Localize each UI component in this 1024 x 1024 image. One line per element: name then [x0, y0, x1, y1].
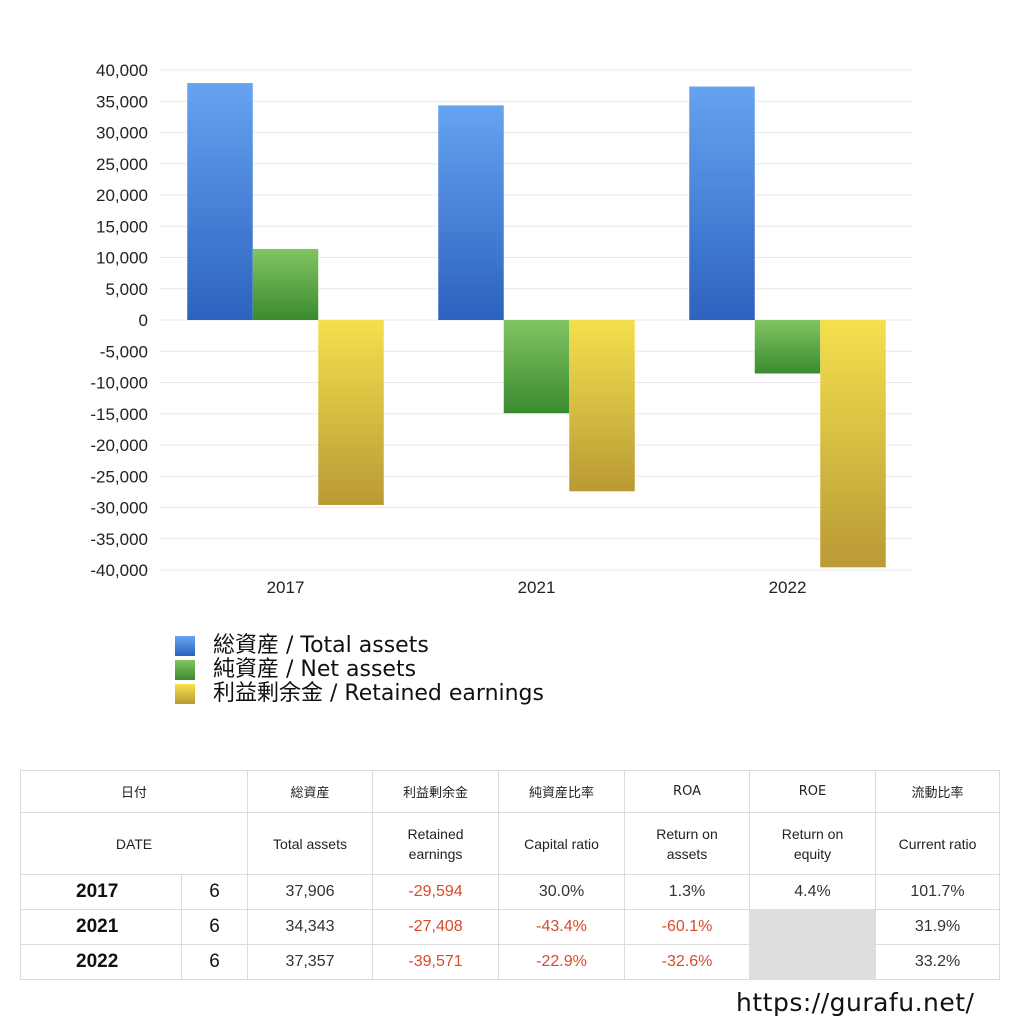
bar-total-assets-2022	[689, 86, 755, 320]
row-year: 2022	[20, 944, 182, 980]
cell-total-assets: 37,357	[247, 944, 374, 980]
bar-total-assets-2017	[187, 83, 253, 321]
legend-swatch-net-assets	[175, 660, 195, 680]
legend-label: 利益剰余金 / Retained earnings	[213, 681, 544, 706]
cell-retained: -29,594	[372, 874, 500, 910]
y-tick-label: 15,000	[96, 217, 148, 236]
row-count: 6	[180, 944, 249, 980]
y-axis-ticks: 40,000 35,000 30,000 25,000 20,000 15,000 10,0…	[90, 61, 148, 580]
cell-total-assets: 37,906	[247, 874, 374, 910]
y-tick-label: -25,000	[90, 467, 148, 486]
header-roa: ROA	[624, 770, 751, 813]
y-tick-label: -30,000	[90, 499, 148, 518]
cell-capital-ratio: -43.4%	[498, 909, 626, 945]
cell-retained: -39,571	[372, 944, 500, 980]
row-count: 6	[180, 909, 249, 945]
bar-retained-earnings-2021	[569, 320, 635, 492]
x-axis-categories: 2017 2021 2022	[267, 578, 807, 597]
legend-label: 総資産 / Total assets	[213, 633, 429, 658]
cell-roa: 1.3%	[624, 874, 751, 910]
y-tick-label: -40,000	[90, 561, 148, 580]
chart-canvas: 40,000 35,000 30,000 25,000 20,000 15,000 10,0…	[90, 61, 913, 597]
y-tick-label: -20,000	[90, 436, 148, 455]
bar-net-assets-2017	[252, 248, 319, 320]
cell-retained: -27,408	[372, 909, 500, 945]
bar-retained-earnings-2022	[820, 320, 886, 568]
header-current-ratio-jp: 流動比率	[875, 770, 1001, 813]
y-tick-label: -10,000	[90, 374, 148, 393]
legend-item-total-assets: 総資産 / Total assets	[175, 634, 544, 658]
cell-total-assets: 34,343	[247, 909, 374, 945]
bar-retained-earnings-2017	[318, 320, 384, 505]
cell-capital-ratio: -22.9%	[498, 944, 626, 980]
row-year: 2017	[20, 874, 182, 910]
x-category-label: 2021	[518, 578, 556, 597]
cell-roa: -60.1%	[624, 909, 751, 945]
y-tick-label: 30,000	[96, 124, 148, 143]
legend-swatch-retained-earnings	[175, 684, 195, 704]
cell-capital-ratio: 30.0%	[498, 874, 626, 910]
site-url[interactable]: https://gurafu.net/	[736, 988, 975, 1017]
y-tick-label: 10,000	[96, 249, 148, 268]
header-retained-en: Retained earnings	[372, 812, 500, 875]
legend-item-retained-earnings: 利益剰余金 / Retained earnings	[175, 682, 544, 706]
header-date-en: DATE	[19, 812, 249, 875]
legend-swatch-total-assets	[175, 636, 195, 656]
row-year: 2021	[20, 909, 182, 945]
bar-total-assets-2021	[438, 105, 504, 320]
y-tick-label: 35,000	[96, 92, 148, 111]
header-total-assets-en: Total assets	[247, 812, 374, 875]
legend-label: 純資産 / Net assets	[213, 657, 417, 682]
header-date-jp: 日付	[19, 770, 249, 813]
cell-current-ratio: 33.2%	[875, 944, 1001, 980]
header-roe: ROE	[749, 770, 877, 813]
table-row: 2021 6 34,343 -27,408 -43.4% -60.1% 31.9…	[20, 909, 1001, 945]
y-tick-label: -15,000	[90, 405, 148, 424]
header-roa-en: Return on assets	[624, 812, 751, 875]
cell-roe-blank	[749, 909, 877, 945]
bars	[187, 83, 886, 568]
x-category-label: 2022	[769, 578, 807, 597]
header-capital-ratio-en: Capital ratio	[498, 812, 626, 875]
cell-roe: 4.4%	[749, 874, 877, 910]
y-tick-label: 40,000	[96, 61, 148, 80]
bar-net-assets-2022	[754, 320, 821, 374]
grid-lines	[160, 69, 913, 571]
financial-data-table: 日付 総資産 利益剰余金 純資産比率 ROA ROE 流動比率 DATE Tot…	[19, 770, 1001, 980]
x-category-label: 2017	[267, 578, 305, 597]
legend-item-net-assets: 純資産 / Net assets	[175, 658, 544, 682]
header-total-assets-jp: 総資産	[247, 770, 374, 813]
y-tick-label: 5,000	[105, 280, 148, 299]
cell-current-ratio: 101.7%	[875, 874, 1001, 910]
table-header-jp: 日付 総資産 利益剰余金 純資産比率 ROA ROE 流動比率	[19, 770, 1001, 813]
cell-current-ratio: 31.9%	[875, 909, 1001, 945]
table-row: 2017 6 37,906 -29,594 30.0% 1.3% 4.4% 10…	[20, 874, 1001, 910]
chart-legend: 総資産 / Total assets 純資産 / Net assets 利益剰余…	[175, 634, 544, 706]
header-retained-jp: 利益剰余金	[372, 770, 500, 813]
table-row: 2022 6 37,357 -39,571 -22.9% -32.6% 33.2…	[20, 944, 1001, 980]
header-capital-ratio-jp: 純資産比率	[498, 770, 626, 813]
y-tick-label: -5,000	[100, 342, 148, 361]
row-count: 6	[180, 874, 249, 910]
y-tick-label: 25,000	[96, 155, 148, 174]
y-tick-label: 20,000	[96, 186, 148, 205]
table-header-en: DATE Total assets Retained earnings Capi…	[19, 812, 1001, 875]
y-tick-label: 0	[139, 311, 148, 330]
cell-roe-blank	[749, 944, 877, 980]
cell-roa: -32.6%	[624, 944, 751, 980]
bar-chart: 40,000 35,000 30,000 25,000 20,000 15,000 10,0…	[90, 61, 913, 597]
header-current-ratio-en: Current ratio	[875, 812, 1001, 875]
y-tick-label: -35,000	[90, 530, 148, 549]
bar-net-assets-2021	[503, 320, 570, 414]
header-roe-en: Return on equity	[749, 812, 877, 875]
